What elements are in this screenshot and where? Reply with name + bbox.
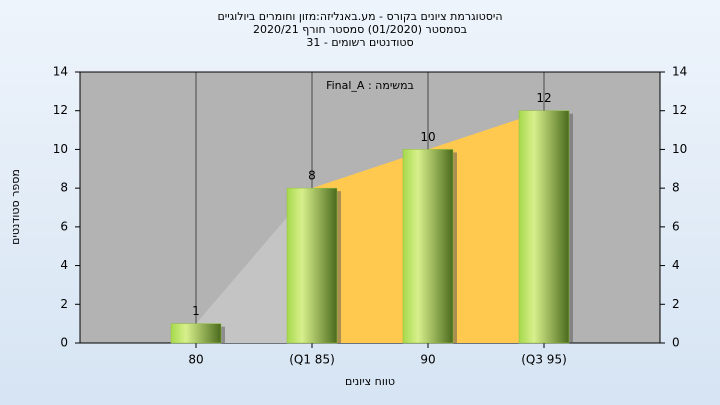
bar: [402, 149, 454, 344]
x-tick-label: 90: [420, 353, 435, 367]
y-axis-label: מספר סטודנטים: [9, 169, 22, 245]
y-tick-label: 0: [60, 336, 68, 350]
x-tick-label: (Q1 85): [289, 353, 335, 367]
y-tick-label: 12: [53, 103, 68, 117]
y2-tick-label: 12: [672, 103, 687, 117]
annotation: Final_A : במשימה: [326, 79, 414, 92]
title-line: סטודנטים רשומים - 31: [306, 36, 413, 49]
y-tick-label: 2: [60, 297, 68, 311]
y2-tick-label: 2: [672, 297, 680, 311]
value-label: 10: [420, 130, 435, 144]
y2-tick-label: 10: [672, 142, 687, 156]
y2-tick-label: 4: [672, 258, 680, 272]
y-tick-label: 8: [60, 181, 68, 195]
x-tick-label: 80: [188, 353, 203, 367]
x-tick-label: (Q3 95): [521, 353, 567, 367]
value-label: 12: [536, 91, 551, 105]
title-line: בסמסטר (01/2020) סמסטר חורף 2020/21: [253, 23, 467, 36]
value-label: 8: [308, 169, 316, 183]
title-line: היסטוגרמת ציונים בקורס - מע.באנליזה:מזון…: [217, 10, 502, 23]
bar: [170, 323, 222, 344]
y2-tick-label: 6: [672, 219, 680, 233]
y2-tick-label: 8: [672, 181, 680, 195]
y-tick-label: 14: [53, 65, 68, 79]
y-tick-label: 4: [60, 258, 68, 272]
y2-tick-label: 0: [672, 336, 680, 350]
y-tick-label: 10: [53, 142, 68, 156]
x-axis-label: טווח ציונים: [345, 375, 395, 388]
area-start: [196, 188, 312, 343]
bar: [518, 110, 570, 344]
value-label: 1: [192, 304, 200, 318]
bar: [286, 187, 338, 344]
y2-tick-label: 14: [672, 65, 687, 79]
y-tick-label: 6: [60, 219, 68, 233]
